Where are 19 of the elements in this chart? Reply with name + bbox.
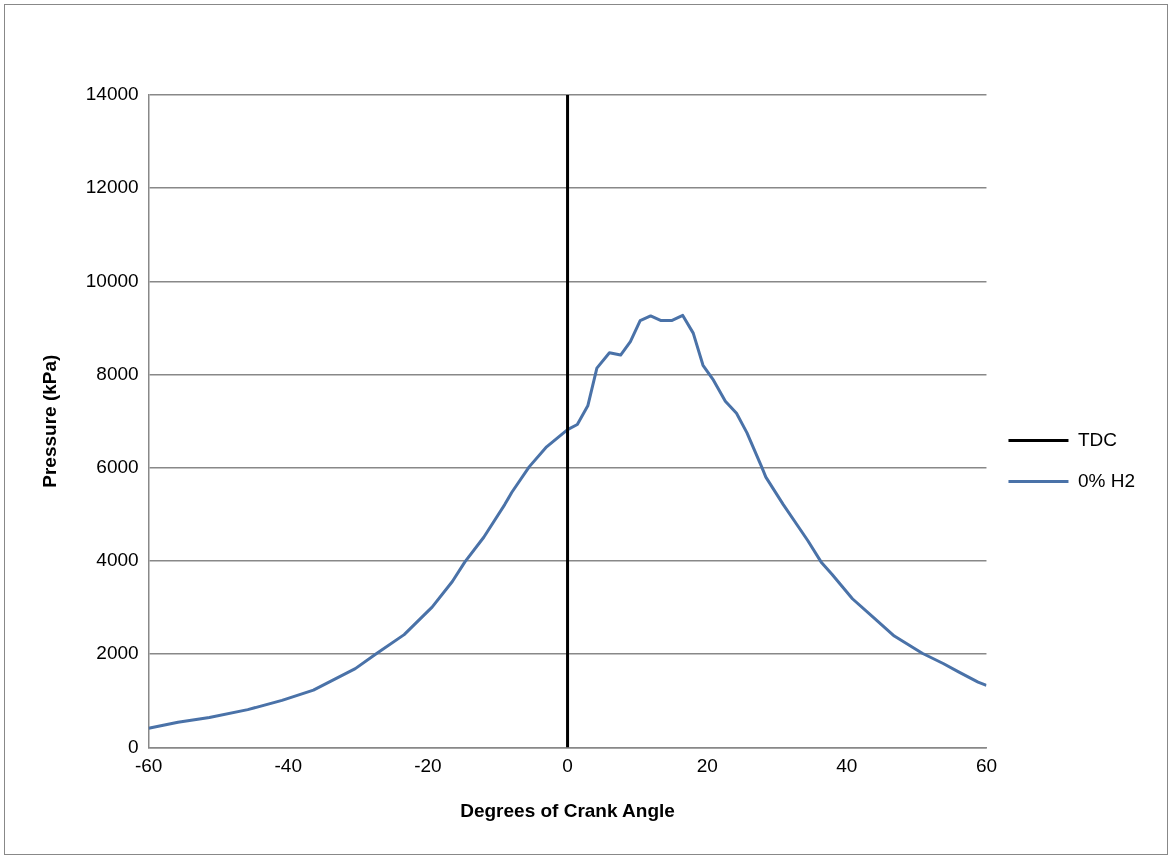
y-tick-label: 10000 xyxy=(85,269,139,291)
x-axis-title: Degrees of Crank Angle xyxy=(460,799,675,821)
x-tick-label: 20 xyxy=(696,755,718,777)
y-tick-label: 8000 xyxy=(96,362,139,384)
x-tick-label: -40 xyxy=(274,755,303,777)
y-tick-label: 12000 xyxy=(85,176,139,198)
legend-label: TDC xyxy=(1077,428,1118,450)
y-tick-label: 4000 xyxy=(96,549,139,571)
y-tick-label: 6000 xyxy=(96,456,139,478)
legend-label: 0% H2 xyxy=(1077,469,1135,491)
x-tick-label: -60 xyxy=(134,755,163,777)
y-tick-label: 14000 xyxy=(85,83,139,105)
x-tick-label: 60 xyxy=(975,755,998,777)
y-tick-label: 2000 xyxy=(96,642,139,664)
x-tick-label: 0 xyxy=(562,755,573,777)
y-tick-label: 0 xyxy=(128,735,139,757)
y-axis-title: Pressure (kPa) xyxy=(38,354,60,488)
x-tick-label: 40 xyxy=(836,755,858,777)
x-tick-label: -20 xyxy=(414,755,442,777)
